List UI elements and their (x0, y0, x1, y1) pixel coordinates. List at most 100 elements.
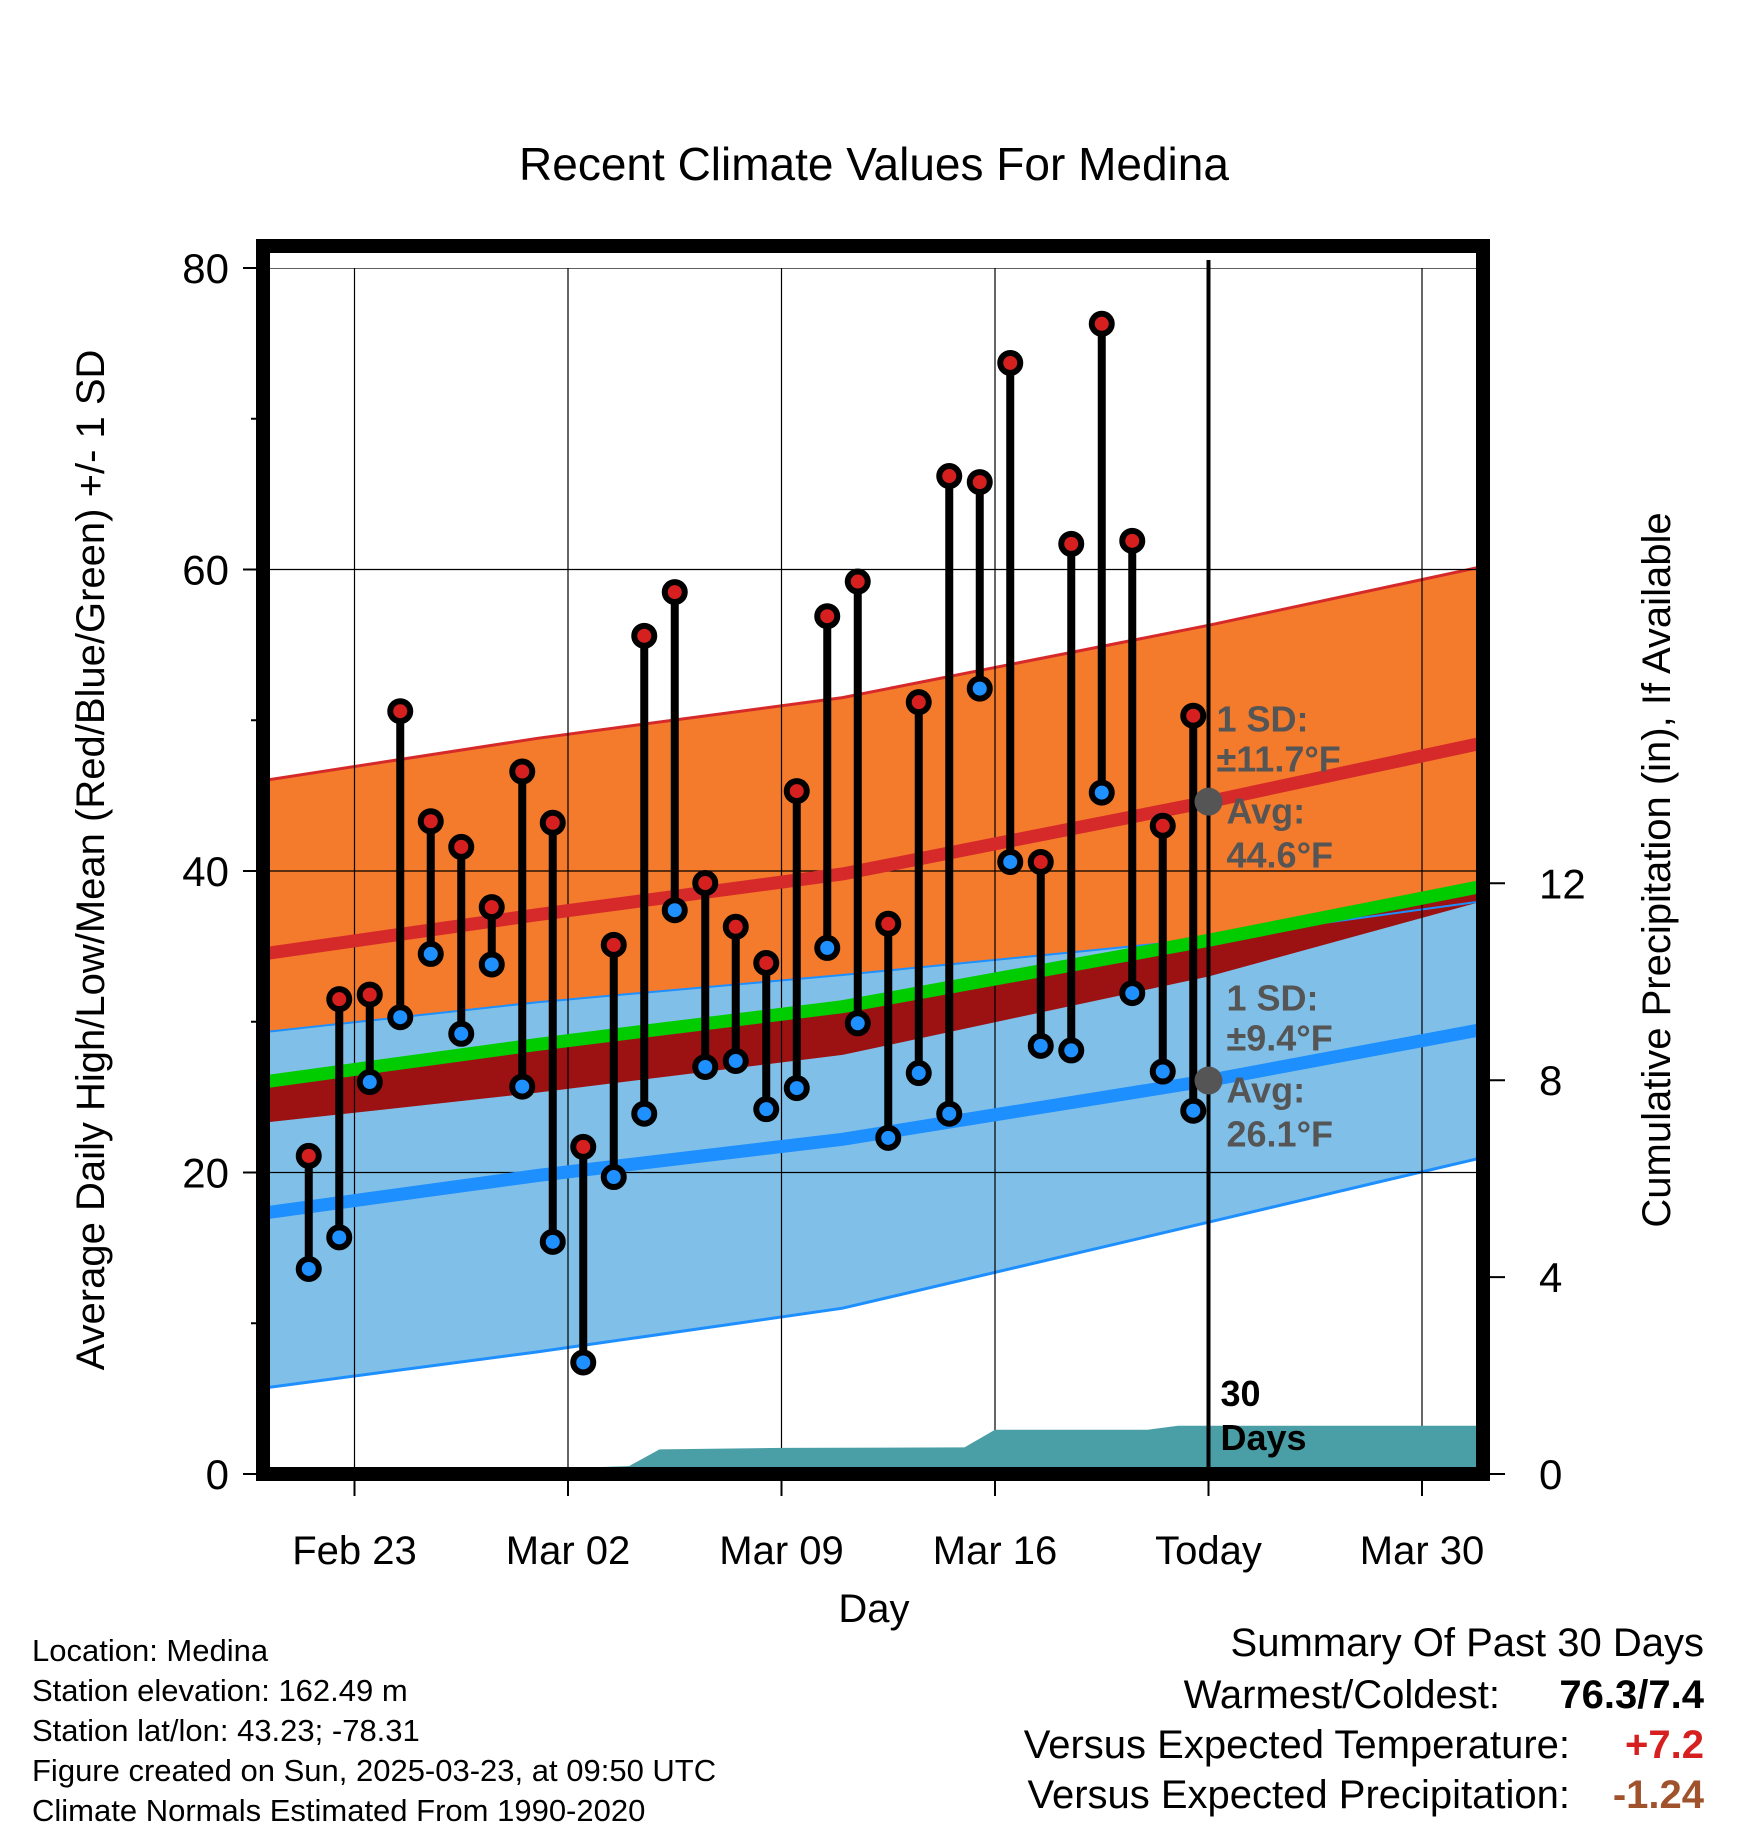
high-sd-label: 1 SD: (1217, 699, 1309, 740)
summary-warmest-label: Warmest/Coldest: (1184, 1673, 1500, 1717)
daily-high-point (966, 469, 993, 496)
y-tick-label: 20 (182, 1150, 229, 1197)
low-lower-edge (263, 1155, 1483, 1390)
x-tick-label: Mar 16 (933, 1529, 1058, 1573)
low-avg-label: Avg: (1227, 1070, 1306, 1111)
daily-low-point (783, 1075, 810, 1102)
y2-tick-label: 0 (1539, 1451, 1562, 1498)
daily-high-point (1058, 530, 1085, 557)
daily-low-point (1119, 980, 1146, 1007)
daily-low-point (478, 951, 505, 978)
x-tick-label: Mar 02 (506, 1529, 631, 1573)
daily-low-point (966, 675, 993, 702)
plot-frame (256, 239, 1490, 1481)
daily-high-point (1149, 812, 1176, 839)
daily-high-point (326, 986, 353, 1013)
footer-elevation: Station elevation: 162.49 m (32, 1673, 408, 1708)
daily-low-point (326, 1224, 353, 1251)
daily-high-point (478, 894, 505, 921)
days-number-label: 30 (1221, 1373, 1261, 1414)
daily-low-point (844, 1010, 871, 1037)
daily-high-point (387, 698, 414, 725)
daily-high-point (692, 870, 719, 897)
daily-high-point (1119, 527, 1146, 554)
daily-low-point (570, 1349, 597, 1376)
summary-precip-label: Versus Expected Precipitation: (1027, 1773, 1570, 1817)
x-tick-label: Feb 23 (292, 1529, 417, 1573)
y2-tick-label: 8 (1539, 1057, 1562, 1104)
summary-temp-value: +7.2 (1625, 1723, 1704, 1767)
daily-low-point (1027, 1032, 1054, 1059)
low-sd-label: 1 SD: (1227, 978, 1319, 1019)
daily-high-point (539, 809, 566, 836)
daily-high-point (295, 1142, 322, 1169)
footer-info: Location: Medina Station elevation: 162.… (32, 1633, 716, 1828)
footer-normals: Climate Normals Estimated From 1990-2020 (32, 1793, 645, 1828)
high-avg-value: 44.6°F (1227, 835, 1333, 876)
daily-low-point (814, 934, 841, 961)
y-axis-label: Average Daily High/Low/Mean (Red/Blue/Gr… (69, 350, 113, 1371)
high-avg-label: Avg: (1227, 791, 1306, 832)
daily-low-point (692, 1053, 719, 1080)
daily-low-point (722, 1047, 749, 1074)
daily-low-point (295, 1255, 322, 1282)
y-tick-label: 0 (206, 1451, 229, 1498)
summary-precip-value: -1.24 (1613, 1773, 1705, 1817)
footer-latlon: Station lat/lon: 43.23; -78.31 (32, 1713, 420, 1748)
daily-high-point (570, 1133, 597, 1160)
daily-high-point (753, 949, 780, 976)
summary-temp-label: Versus Expected Temperature: (1024, 1723, 1570, 1767)
daily-high-point (356, 981, 383, 1008)
x-axis-label: Day (838, 1587, 909, 1631)
daily-low-point (448, 1020, 475, 1047)
daily-high-point (448, 833, 475, 860)
normal-mean-line (263, 879, 1483, 1089)
today-high-normal-marker (1194, 787, 1223, 816)
normal-low-line (263, 1022, 1483, 1220)
daily-high-point (905, 689, 932, 716)
daily-high-point (1027, 848, 1054, 875)
daily-low-point (936, 1100, 963, 1127)
daily-high-point (417, 808, 444, 835)
low-avg-value: 26.1°F (1227, 1114, 1333, 1155)
daily-high-point (875, 910, 902, 937)
x-tick-label: Mar 30 (1360, 1529, 1485, 1573)
daily-high-point (509, 758, 536, 785)
y2-axis-label: Cumulative Precipitation (in), If Availa… (1635, 512, 1679, 1227)
y-tick-label: 80 (182, 245, 229, 292)
daily-high-point (661, 579, 688, 606)
daily-low-point (1149, 1058, 1176, 1085)
daily-low-point (509, 1073, 536, 1100)
axes: 0 20 40 60 80 0 4 8 12 Feb 23 Mar 02 Mar 09 Mar 16 To… (182, 239, 1586, 1573)
x-tick-label: Today (1155, 1529, 1262, 1573)
daily-low-point (600, 1164, 627, 1191)
chart-title: Recent Climate Values For Medina (519, 138, 1229, 190)
daily-low-point (1180, 1097, 1207, 1124)
daily-low-point (417, 940, 444, 967)
x-tick-label: Mar 09 (719, 1529, 844, 1573)
daily-low-point (631, 1100, 658, 1127)
daily-high-point (631, 622, 658, 649)
daily-high-point (936, 463, 963, 490)
y-tick-label: 60 (182, 547, 229, 594)
daily-high-point (722, 913, 749, 940)
daily-low-point (905, 1060, 932, 1087)
daily-low-point (753, 1096, 780, 1123)
daily-high-point (783, 778, 810, 805)
daily-low-point (875, 1124, 902, 1151)
daily-high-point (600, 931, 627, 958)
today-low-normal-marker (1194, 1066, 1223, 1095)
summary-panel: Summary Of Past 30 Days Warmest/Coldest:… (1024, 1621, 1705, 1817)
daily-high-point (997, 349, 1024, 376)
footer-created: Figure created on Sun, 2025-03-23, at 09… (32, 1753, 716, 1788)
summary-title: Summary Of Past 30 Days (1231, 1621, 1704, 1665)
y-tick-label: 40 (182, 848, 229, 895)
summary-warmest-value: 76.3/7.4 (1559, 1673, 1704, 1717)
plot-content (263, 268, 1483, 1474)
footer-location: Location: Medina (32, 1633, 269, 1668)
daily-high-point (1180, 702, 1207, 729)
daily-low-point (1088, 779, 1115, 806)
daily-high-point (844, 568, 871, 595)
daily-low-point (661, 897, 688, 924)
